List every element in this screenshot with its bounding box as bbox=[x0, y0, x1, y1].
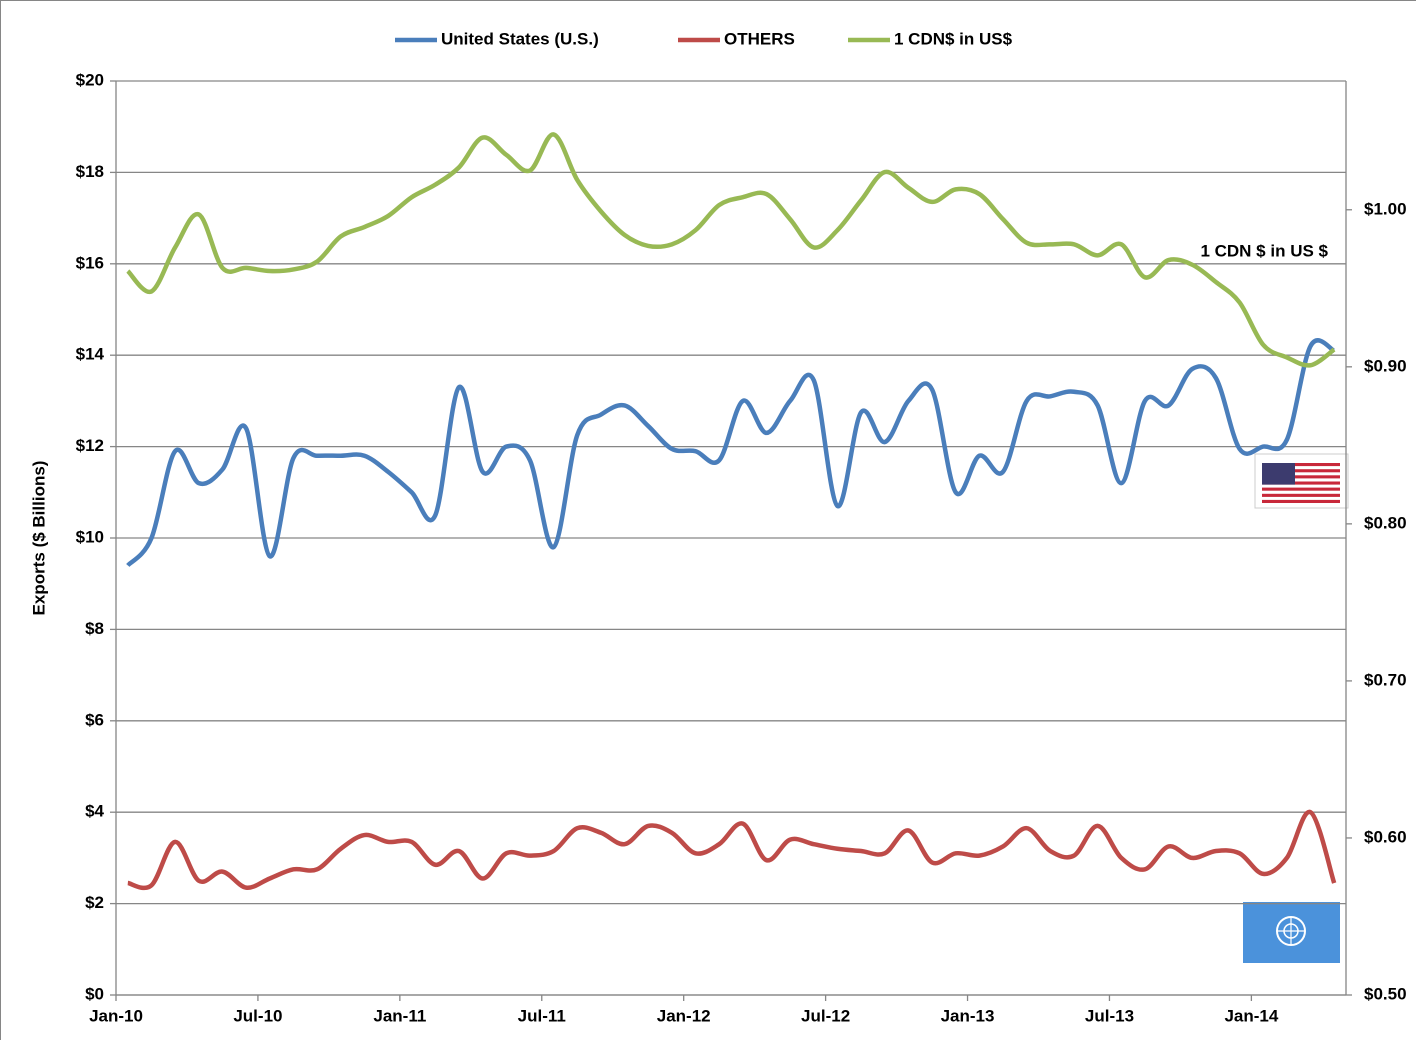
legend-label: United States (U.S.) bbox=[441, 29, 599, 48]
y-tick-label: $0 bbox=[85, 984, 104, 1003]
y-tick-label: $16 bbox=[76, 253, 104, 272]
y-tick-label: $18 bbox=[76, 162, 104, 181]
x-tick-label: Jan-12 bbox=[657, 1006, 711, 1025]
y-axis-label: Exports ($ Billions) bbox=[29, 461, 48, 616]
x-tick-label: Jan-10 bbox=[89, 1006, 143, 1025]
y2-tick-label: $0.60 bbox=[1364, 827, 1407, 846]
y-tick-label: $10 bbox=[76, 527, 104, 546]
series-line bbox=[126, 132, 1336, 368]
y-tick-label: $20 bbox=[76, 70, 104, 89]
y-tick-label: $12 bbox=[76, 436, 104, 455]
y2-tick-label: $0.50 bbox=[1364, 984, 1407, 1003]
y-tick-label: $8 bbox=[85, 619, 104, 638]
y2-tick-label: $0.70 bbox=[1364, 670, 1407, 689]
y2-tick-label: $0.90 bbox=[1364, 356, 1407, 375]
legend: United States (U.S.) OTHERS 1 CDN$ in US$ bbox=[395, 29, 1013, 48]
x-tick-label: Jul-12 bbox=[801, 1006, 850, 1025]
x-tick-label: Jul-13 bbox=[1085, 1006, 1134, 1025]
series-line bbox=[127, 809, 1337, 891]
y2-tick-label: $0.80 bbox=[1364, 513, 1407, 532]
y-tick-label: $6 bbox=[85, 710, 104, 729]
series-line bbox=[126, 338, 1336, 568]
y-tick-label: $4 bbox=[85, 802, 104, 821]
x-tick-label: Jul-11 bbox=[518, 1006, 566, 1025]
us-flag bbox=[1254, 453, 1349, 509]
x-tick-label: Jan-11 bbox=[373, 1006, 426, 1025]
legend-label: 1 CDN$ in US$ bbox=[894, 29, 1013, 48]
legend-label: OTHERS bbox=[724, 29, 795, 48]
un-flag bbox=[1243, 902, 1340, 963]
x-tick-label: Jan-13 bbox=[941, 1006, 995, 1025]
annotation: 1 CDN $ in US $ bbox=[1200, 241, 1328, 260]
y-tick-label: $2 bbox=[85, 893, 104, 912]
x-tick-label: Jul-10 bbox=[233, 1006, 282, 1025]
y2-tick-label: $1.00 bbox=[1364, 199, 1407, 218]
x-tick-label: Jan-14 bbox=[1224, 1006, 1278, 1025]
y-tick-label: $14 bbox=[76, 345, 105, 364]
